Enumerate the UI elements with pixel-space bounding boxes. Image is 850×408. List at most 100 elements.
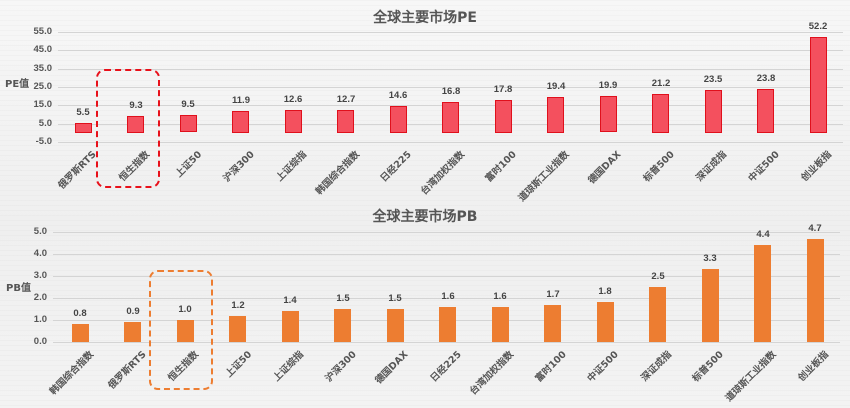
data-label: 3.3 bbox=[703, 253, 717, 264]
gridline bbox=[58, 142, 843, 143]
category-label: 台湾加权指数 bbox=[467, 349, 516, 398]
gridline bbox=[53, 232, 840, 233]
bar bbox=[390, 106, 407, 133]
bar bbox=[282, 311, 299, 342]
y-tick-label: 4.0 bbox=[33, 248, 47, 259]
gridline bbox=[58, 32, 843, 33]
data-label: 1.6 bbox=[441, 291, 455, 302]
y-tick-label: -5.0 bbox=[35, 136, 52, 147]
data-label: 16.8 bbox=[441, 86, 461, 97]
data-label: 1.8 bbox=[598, 286, 612, 297]
data-label: 5.5 bbox=[76, 107, 90, 118]
gridline bbox=[58, 50, 843, 51]
bar bbox=[810, 37, 827, 133]
data-label: 1.5 bbox=[336, 293, 350, 304]
data-label: 23.5 bbox=[703, 74, 723, 85]
gridline bbox=[53, 298, 840, 299]
bar bbox=[495, 100, 512, 133]
data-label: 52.2 bbox=[808, 21, 828, 32]
data-label: 1.7 bbox=[546, 289, 560, 300]
y-tick-label: 5.0 bbox=[33, 226, 47, 237]
bar bbox=[492, 307, 509, 342]
category-label: 标普500 bbox=[690, 349, 726, 385]
pb-chart-title: 全球主要市场PB bbox=[372, 209, 478, 225]
bar bbox=[337, 110, 354, 133]
bar bbox=[705, 90, 722, 133]
pe-chart-title: 全球主要市场PE bbox=[373, 10, 477, 26]
category-label: 沪深300 bbox=[323, 349, 359, 385]
pb-y-axis-label: PB值 bbox=[6, 283, 31, 294]
y-tick-label: 1.0 bbox=[33, 314, 47, 325]
bar bbox=[702, 269, 719, 342]
bar bbox=[652, 94, 669, 133]
bar bbox=[75, 123, 92, 133]
data-label: 21.2 bbox=[651, 78, 671, 89]
data-label: 1.4 bbox=[283, 295, 297, 306]
pe-chart: 全球主要市场PE PE值 55.0 45.0 35.0 25.0 15.0 5.0 -5.0… bbox=[0, 0, 850, 204]
data-label: 1.2 bbox=[231, 300, 245, 311]
data-label: 1.6 bbox=[493, 291, 507, 302]
category-label: 德国DAX bbox=[373, 349, 411, 387]
data-label: 23.8 bbox=[756, 73, 776, 84]
y-tick-label: 5.0 bbox=[38, 118, 52, 129]
gridline bbox=[58, 87, 843, 88]
data-label: 17.8 bbox=[493, 84, 513, 95]
category-label: 日经225 bbox=[428, 349, 464, 385]
gridline bbox=[53, 254, 840, 255]
bar bbox=[124, 322, 141, 342]
bar bbox=[229, 316, 246, 342]
bar bbox=[757, 89, 774, 133]
gridline bbox=[53, 342, 840, 343]
y-tick-label: 45.0 bbox=[33, 44, 53, 55]
data-label: 9.3 bbox=[129, 100, 143, 111]
bar bbox=[387, 309, 404, 342]
category-label: 上证50 bbox=[223, 349, 255, 380]
data-label: 2.5 bbox=[651, 271, 665, 282]
data-label: 11.9 bbox=[232, 95, 250, 106]
data-label: 0.8 bbox=[73, 308, 87, 319]
data-label: 14.6 bbox=[388, 90, 408, 101]
category-label: 深证成指 bbox=[639, 349, 674, 384]
bar bbox=[807, 239, 824, 342]
bar bbox=[649, 287, 666, 342]
bar bbox=[285, 110, 302, 133]
category-label: 俄罗斯RTS bbox=[106, 349, 149, 392]
bar bbox=[334, 309, 351, 342]
bar bbox=[547, 97, 564, 133]
bar bbox=[72, 324, 89, 342]
category-label: 道琼斯工业指数 bbox=[723, 349, 779, 404]
bar bbox=[597, 302, 614, 342]
y-tick-label: 0.0 bbox=[33, 336, 47, 347]
data-label: 4.4 bbox=[756, 229, 770, 240]
category-label: 创业板指 bbox=[796, 349, 831, 384]
bar bbox=[754, 245, 771, 342]
bar bbox=[600, 96, 617, 132]
bar bbox=[544, 305, 561, 342]
bar bbox=[442, 102, 459, 133]
highlight-box bbox=[149, 270, 213, 390]
pe-y-axis-label: PE值 bbox=[5, 79, 30, 90]
data-label: 0.9 bbox=[126, 306, 140, 317]
highlight-box bbox=[96, 69, 160, 188]
bar bbox=[232, 111, 249, 133]
data-label: 4.7 bbox=[808, 223, 822, 234]
category-label: 上证综指 bbox=[271, 349, 306, 384]
category-label: 富时100 bbox=[533, 349, 569, 385]
data-label: 1.0 bbox=[178, 304, 192, 315]
bar bbox=[439, 307, 456, 342]
data-label: 12.6 bbox=[283, 94, 303, 105]
bar bbox=[180, 115, 197, 132]
y-tick-label: 25.0 bbox=[33, 81, 53, 92]
bar bbox=[177, 320, 194, 342]
data-label: 19.4 bbox=[546, 81, 566, 92]
gridline bbox=[58, 69, 843, 70]
y-tick-label: 35.0 bbox=[33, 63, 53, 74]
y-tick-label: 55.0 bbox=[33, 26, 53, 37]
data-label: 9.5 bbox=[181, 99, 195, 110]
bar bbox=[127, 116, 144, 133]
category-label: 中证500 bbox=[585, 349, 621, 385]
y-tick-label: 15.0 bbox=[33, 99, 53, 110]
gridline bbox=[53, 276, 840, 277]
y-tick-label: 3.0 bbox=[33, 270, 47, 281]
